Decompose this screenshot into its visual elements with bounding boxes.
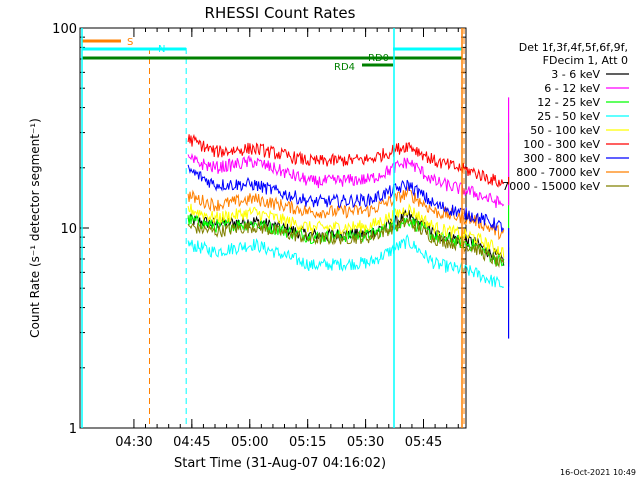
x-axis-ticks: 04:30 04:45 05:00 05:15 05:30 05:45 <box>115 28 459 450</box>
series-line <box>187 215 505 268</box>
legend-label: 25 - 50 keV <box>537 110 600 123</box>
saa-label: S <box>127 37 133 48</box>
night-label: N <box>158 44 165 55</box>
x-tick-label: 04:30 <box>115 435 152 450</box>
legend-label: 6 - 12 keV <box>544 82 600 95</box>
y-tick-label: 100 <box>52 22 77 37</box>
y-tick-label: 10 <box>60 222 77 237</box>
series-lines <box>187 97 510 339</box>
x-tick-label: 05:15 <box>289 435 326 450</box>
rd0-label: RD0 <box>368 53 389 64</box>
footer-timestamp: 16-Oct-2021 10:49 <box>560 468 636 477</box>
series-line <box>187 203 505 258</box>
x-tick-label: 04:45 <box>173 435 210 450</box>
series-line <box>187 133 504 188</box>
legend-label: 800 - 7000 keV <box>516 166 600 179</box>
x-tick-label: 05:00 <box>231 435 268 450</box>
attenuator-overlays: S N RD0 RD4 <box>81 28 465 428</box>
legend-label: 7000 - 15000 keV <box>502 180 600 193</box>
y-axis-label: Count Rate (s⁻¹ detector segment⁻¹) <box>28 118 42 338</box>
x-tick-label: 05:45 <box>405 435 442 450</box>
legend-label: 50 - 100 keV <box>530 124 600 137</box>
legend-label: 100 - 300 keV <box>523 138 600 151</box>
x-tick-label: 05:30 <box>347 435 384 450</box>
legend-label: 300 - 800 keV <box>523 152 600 165</box>
y-axis-ticks: 1 10 100 <box>52 22 466 437</box>
rd4-label: RD4 <box>334 62 355 73</box>
legend-header-line1: Det 1f,3f,4f,5f,6f,9f, <box>519 41 628 54</box>
series-line <box>187 152 505 209</box>
chart-title: RHESSI Count Rates <box>205 4 356 22</box>
y-tick-label: 1 <box>69 422 77 437</box>
series-line <box>187 233 504 288</box>
series-line <box>187 164 505 232</box>
legend-label: 3 - 6 keV <box>551 68 600 81</box>
legend-label: 12 - 25 keV <box>537 96 600 109</box>
x-axis-label: Start Time (31-Aug-07 04:16:02) <box>174 456 386 471</box>
plot-frame <box>79 27 467 429</box>
legend-header-line2: FDecim 1, Att 0 <box>543 54 628 67</box>
